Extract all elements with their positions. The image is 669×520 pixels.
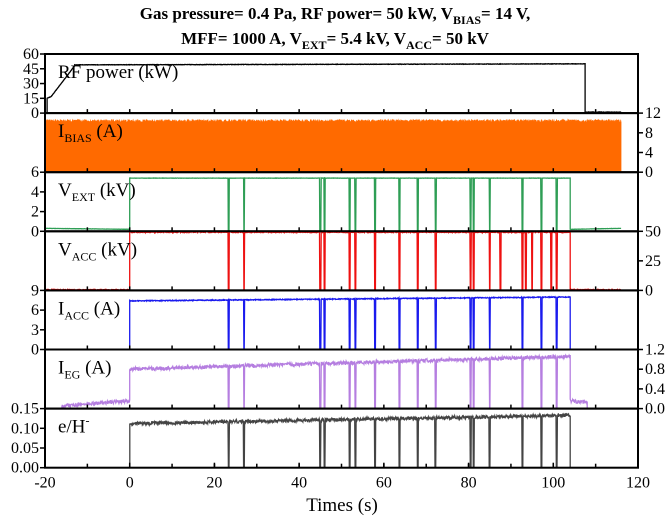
panel-label: RF power (kW) [58, 62, 178, 83]
text-part: BIAS [64, 131, 91, 145]
text-part: = 14 V, [481, 4, 530, 23]
x-axis-label: Times (s) [306, 495, 378, 516]
text-part: (kV) [96, 239, 137, 260]
y-tick-label: 50 [645, 223, 661, 240]
text-part: (A) [80, 358, 111, 379]
text-part: ACC [64, 308, 89, 322]
y-tick-label: 3 [31, 322, 39, 339]
y-tick-label: 0 [31, 342, 39, 359]
y-tick-label: 8 [645, 125, 653, 142]
text-part: V [58, 180, 72, 201]
panel-v-ext: 0 2 4 6 VEXT (kV) [31, 164, 639, 240]
y-tick-label: 0.05 [11, 440, 39, 457]
panel-i-bias: 0 4 8 12 IBIAS (A) [44, 105, 661, 181]
panel-i-acc: 0 3 6 9 IACC (A) [31, 282, 639, 359]
y-tick-label: 0 [31, 105, 39, 122]
panel-label: VEXT (kV) [58, 180, 136, 204]
x-tick-label: 100 [541, 475, 565, 492]
y-tick-label: 6 [31, 164, 39, 181]
panel-label: IACC (A) [58, 298, 120, 322]
panel-label: IBIAS (A) [58, 121, 123, 145]
y-tick-label: 0.4 [645, 381, 665, 398]
y-tick-label: 1.2 [645, 342, 665, 359]
text-part: RF power (kW) [58, 62, 178, 83]
y-tick-label: 12 [645, 105, 661, 122]
y-tick-label: 0 [645, 282, 653, 299]
text-part: (kV) [95, 180, 136, 201]
panel-i-eg: 0.0 0.4 0.8 1.2 IEG (A) [44, 342, 665, 418]
panel-v-acc: 0 25 50 VACC (kV) [44, 223, 661, 299]
text-part: ACC [72, 249, 97, 263]
text-part: I [58, 298, 64, 319]
text-part: BIAS [453, 13, 481, 27]
text-part: ACC [406, 38, 432, 52]
y-tick-label: 45 [23, 61, 39, 78]
y-tick-label: 15 [23, 90, 39, 107]
y-tick-label: 60 [23, 46, 39, 63]
series-line [45, 62, 622, 114]
y-tick-label: 30 [23, 76, 39, 93]
y-tick-label: 4 [31, 184, 39, 201]
x-tick-label: -20 [34, 475, 55, 492]
panel-e-h-: 0.00 0.05 0.10 0.15 e/H- [11, 401, 639, 477]
y-tick-label: 0.15 [11, 401, 39, 418]
chart-title-line1: Gas pressure= 0.4 Pa, RF power= 50 kW, V… [140, 4, 531, 27]
text-part: (A) [92, 121, 123, 142]
text-part: (A) [89, 298, 120, 319]
series-area [45, 118, 622, 173]
text-part: MFF= 1000 A, V [181, 29, 303, 48]
text-part: EXT [302, 38, 327, 52]
x-tick-label: 20 [206, 475, 222, 492]
y-tick-label: 0.8 [645, 361, 665, 378]
panel-label: e/H- [58, 414, 89, 438]
x-tick-label: 40 [291, 475, 307, 492]
text-part: Gas pressure= 0.4 Pa, RF power= 50 kW, V [140, 4, 454, 23]
panel-label: IEG (A) [58, 358, 111, 382]
text-part: I [58, 358, 64, 379]
text-part: = 50 kV [432, 29, 490, 48]
text-part: - [85, 414, 89, 428]
x-tick-label: 80 [461, 475, 477, 492]
y-tick-label: 2 [31, 204, 39, 221]
y-tick-label: 0.0 [645, 401, 665, 418]
y-tick-label: 0 [645, 164, 653, 181]
y-tick-label: 9 [31, 282, 39, 299]
y-tick-label: 0.00 [11, 460, 39, 477]
series-line [129, 412, 571, 468]
text-part: e/H [58, 417, 86, 438]
panel-label: VACC (kV) [58, 239, 137, 263]
text-part: V [58, 239, 72, 260]
series-line [45, 295, 622, 350]
y-tick-label: 4 [645, 145, 653, 162]
text-part: = 5.4 kV, V [327, 29, 407, 48]
x-tick-label: 60 [376, 475, 392, 492]
series-line [45, 176, 622, 232]
text-part: EG [64, 368, 80, 382]
y-tick-label: 0.10 [11, 420, 39, 437]
x-tick-label: 120 [626, 475, 650, 492]
x-tick-label: 0 [126, 475, 134, 492]
text-part: I [58, 121, 64, 142]
series-line [45, 353, 622, 409]
y-tick-label: 6 [31, 302, 39, 319]
y-tick-label: 25 [645, 253, 661, 270]
chart-title-line2: MFF= 1000 A, VEXT= 5.4 kV, VACC= 50 kV [181, 29, 490, 52]
y-tick-label: 0 [31, 223, 39, 240]
text-part: EXT [72, 190, 96, 204]
